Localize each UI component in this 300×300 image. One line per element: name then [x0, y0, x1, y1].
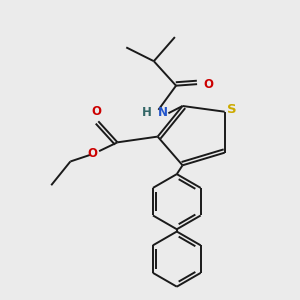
- Text: O: O: [92, 105, 101, 118]
- Text: O: O: [204, 78, 214, 91]
- Text: N: N: [158, 106, 168, 119]
- Text: S: S: [227, 103, 236, 116]
- Text: O: O: [88, 147, 98, 160]
- Text: H: H: [142, 106, 152, 119]
